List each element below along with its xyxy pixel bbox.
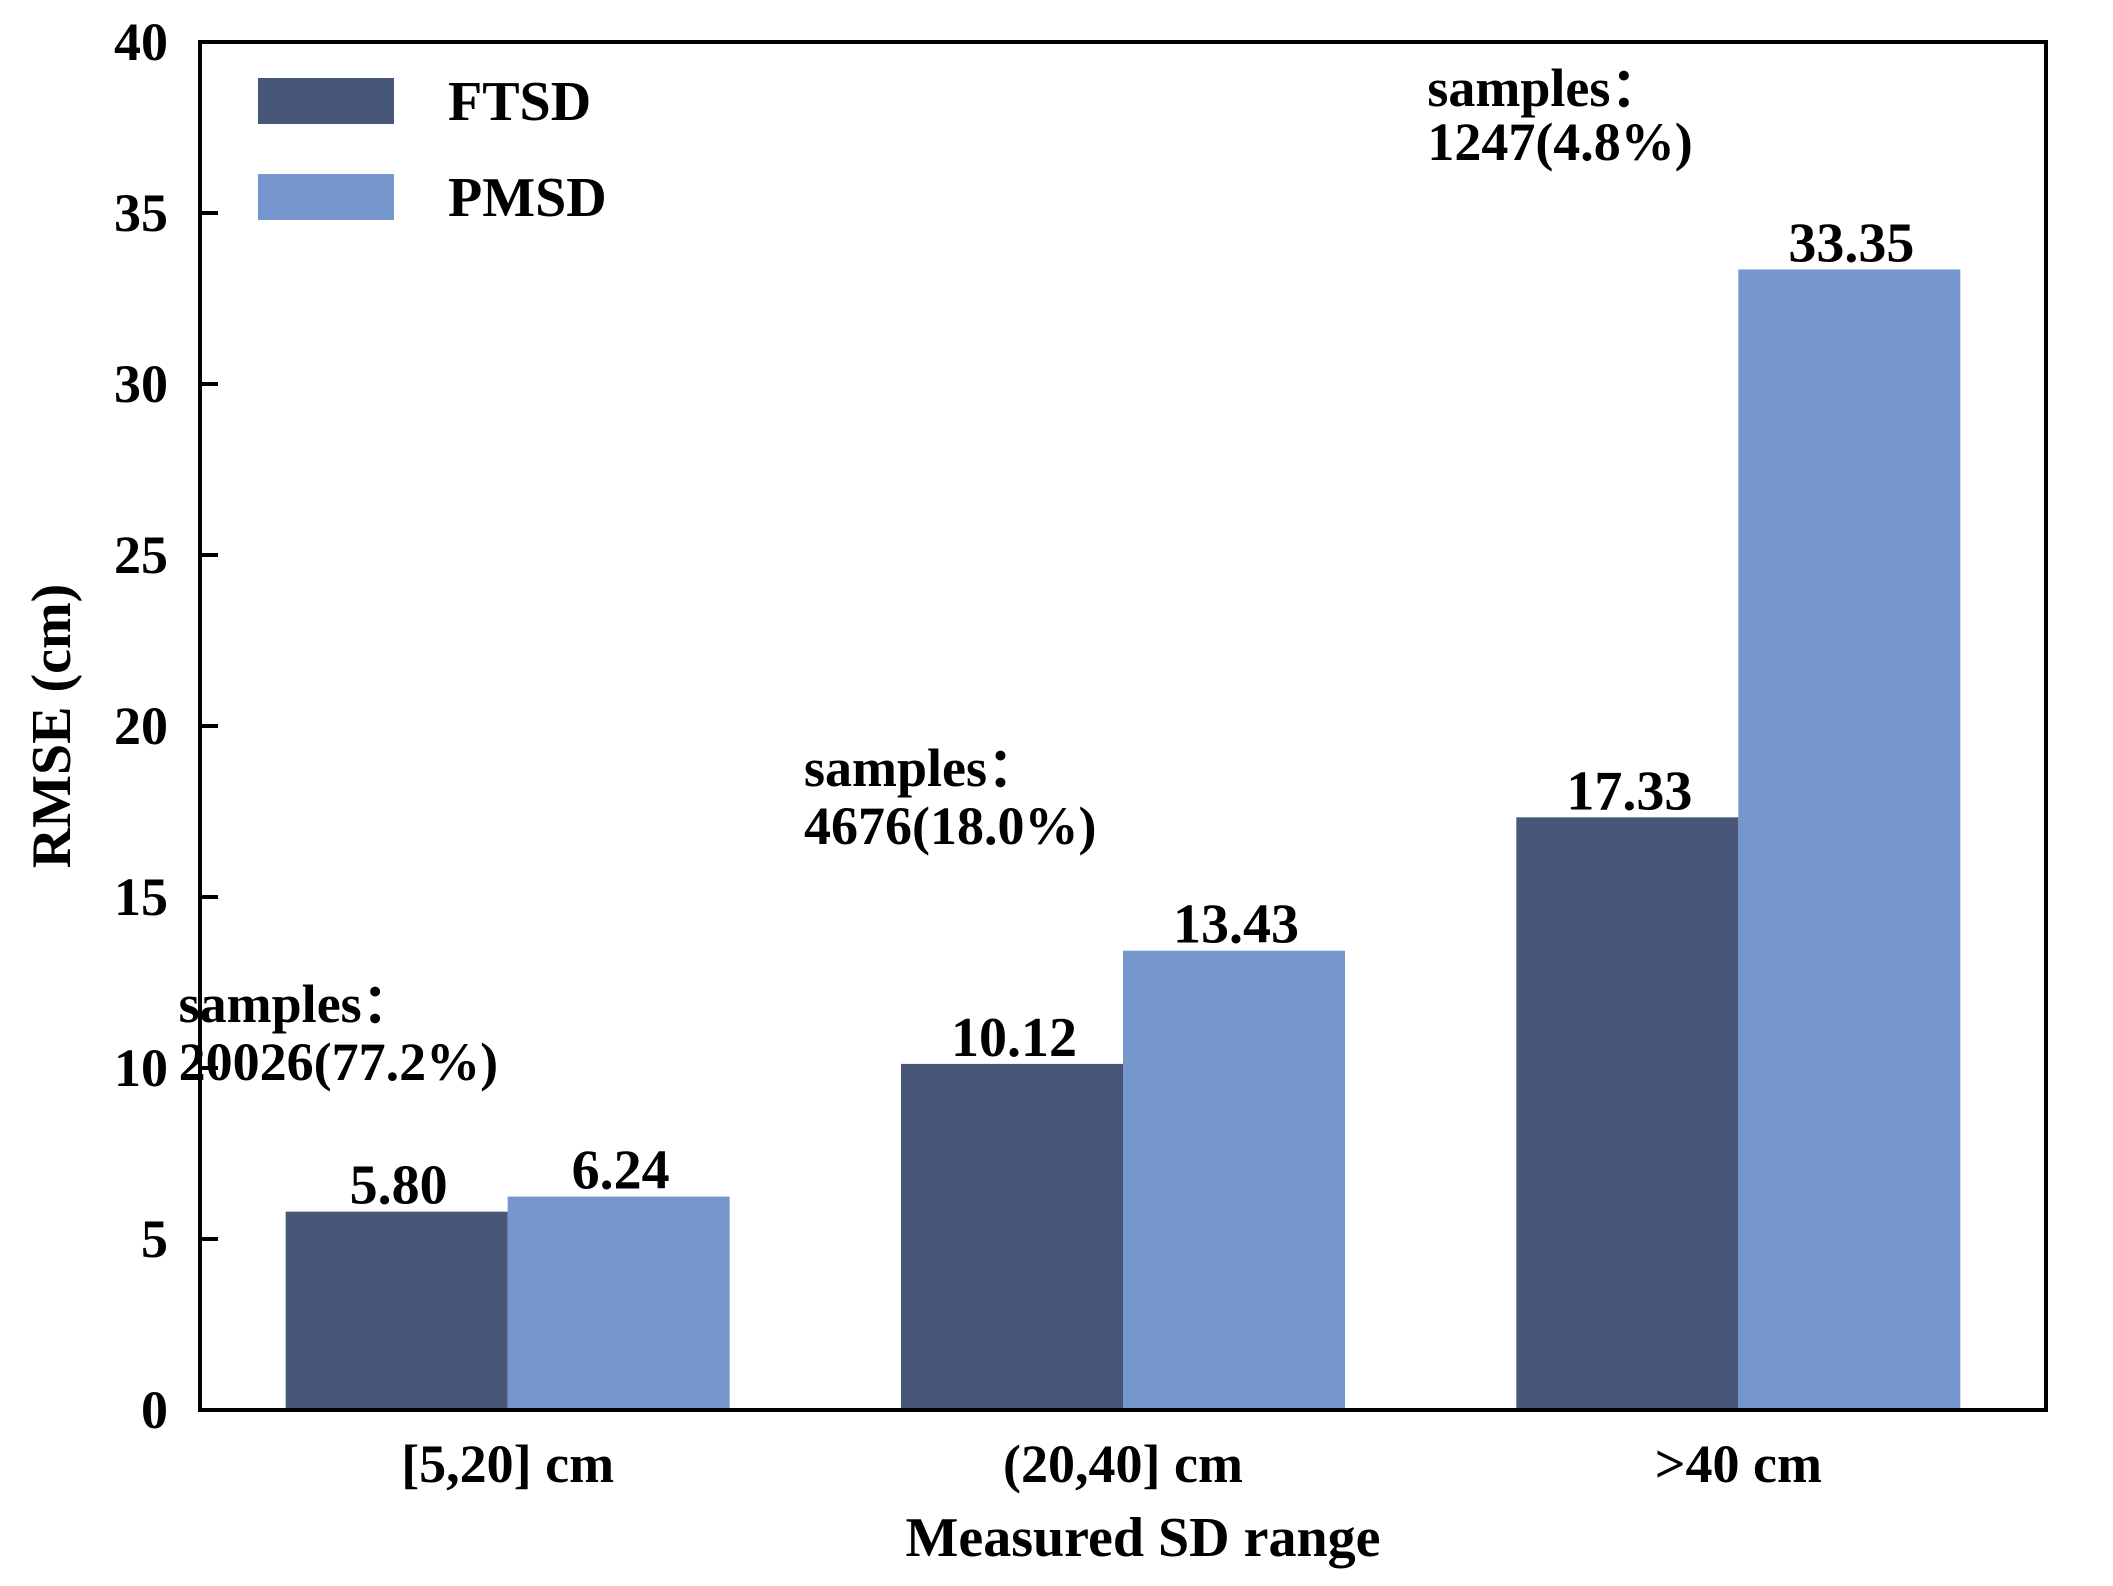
- y-tick-label: 30: [114, 354, 168, 414]
- bar-ftsd-2: [901, 1063, 1123, 1410]
- x-category-label: >40 cm: [1655, 1434, 1822, 1494]
- y-axis-title: RMSE (cm): [21, 584, 83, 869]
- legend: FTSD PMSD: [258, 71, 607, 229]
- data-labels: 5.80 6.24 10.12 13.43 17.33 33.35: [350, 212, 1915, 1216]
- y-axis-ticks: 0 5 10 15 20 25 30 35 40: [114, 12, 218, 1440]
- data-label-ftsd-2: 10.12: [951, 1007, 1077, 1069]
- y-tick-label: 40: [114, 12, 168, 72]
- y-tick-label: 25: [114, 525, 168, 585]
- y-tick-label: 20: [114, 696, 168, 756]
- bar-ftsd-1: [285, 1211, 508, 1410]
- data-label-ftsd-1: 5.80: [350, 1155, 448, 1217]
- data-label-pmsd-3: 33.35: [1788, 212, 1914, 274]
- annotation-samples-count: 20026(77.2%): [179, 1032, 498, 1092]
- bar-pmsd-3: [1738, 269, 1961, 1411]
- bar-ftsd-3: [1516, 817, 1739, 1410]
- annotation-samples-heading: samples：: [179, 974, 416, 1034]
- y-tick-label: 10: [114, 1038, 168, 1098]
- bar-pmsd-2: [1123, 950, 1345, 1410]
- annotation-samples-heading: samples：: [1427, 58, 1664, 118]
- x-category-label: [5,20] cm: [401, 1434, 614, 1494]
- data-label-pmsd-2: 13.43: [1173, 894, 1299, 956]
- y-tick-label: 35: [114, 183, 168, 243]
- y-tick-label: 0: [141, 1380, 168, 1440]
- plot-frame: [198, 40, 2048, 1412]
- annotation-samples-count: 1247(4.8%): [1427, 112, 1692, 172]
- sample-annotations: samples：20026(77.2%)samples：4676(18.0%)s…: [179, 58, 1693, 1092]
- legend-swatch-pmsd: [258, 174, 394, 220]
- y-tick-label: 15: [114, 867, 168, 927]
- x-axis-title: Measured SD range: [906, 1507, 1381, 1569]
- y-tick-label: 5: [141, 1209, 168, 1269]
- x-axis-labels: [5,20] cm (20,40] cm >40 cm: [401, 1434, 1822, 1494]
- data-label-pmsd-1: 6.24: [572, 1140, 670, 1202]
- bars-group: [285, 269, 1961, 1411]
- x-category-label: (20,40] cm: [1003, 1434, 1243, 1494]
- bar-pmsd-1: [507, 1196, 730, 1410]
- annotation-samples-count: 4676(18.0%): [804, 796, 1096, 856]
- data-label-ftsd-3: 17.33: [1566, 760, 1692, 822]
- legend-swatch-ftsd: [258, 78, 394, 124]
- legend-label-ftsd: FTSD: [448, 71, 591, 133]
- legend-label-pmsd: PMSD: [448, 167, 607, 229]
- annotation-samples-heading: samples：: [804, 738, 1041, 798]
